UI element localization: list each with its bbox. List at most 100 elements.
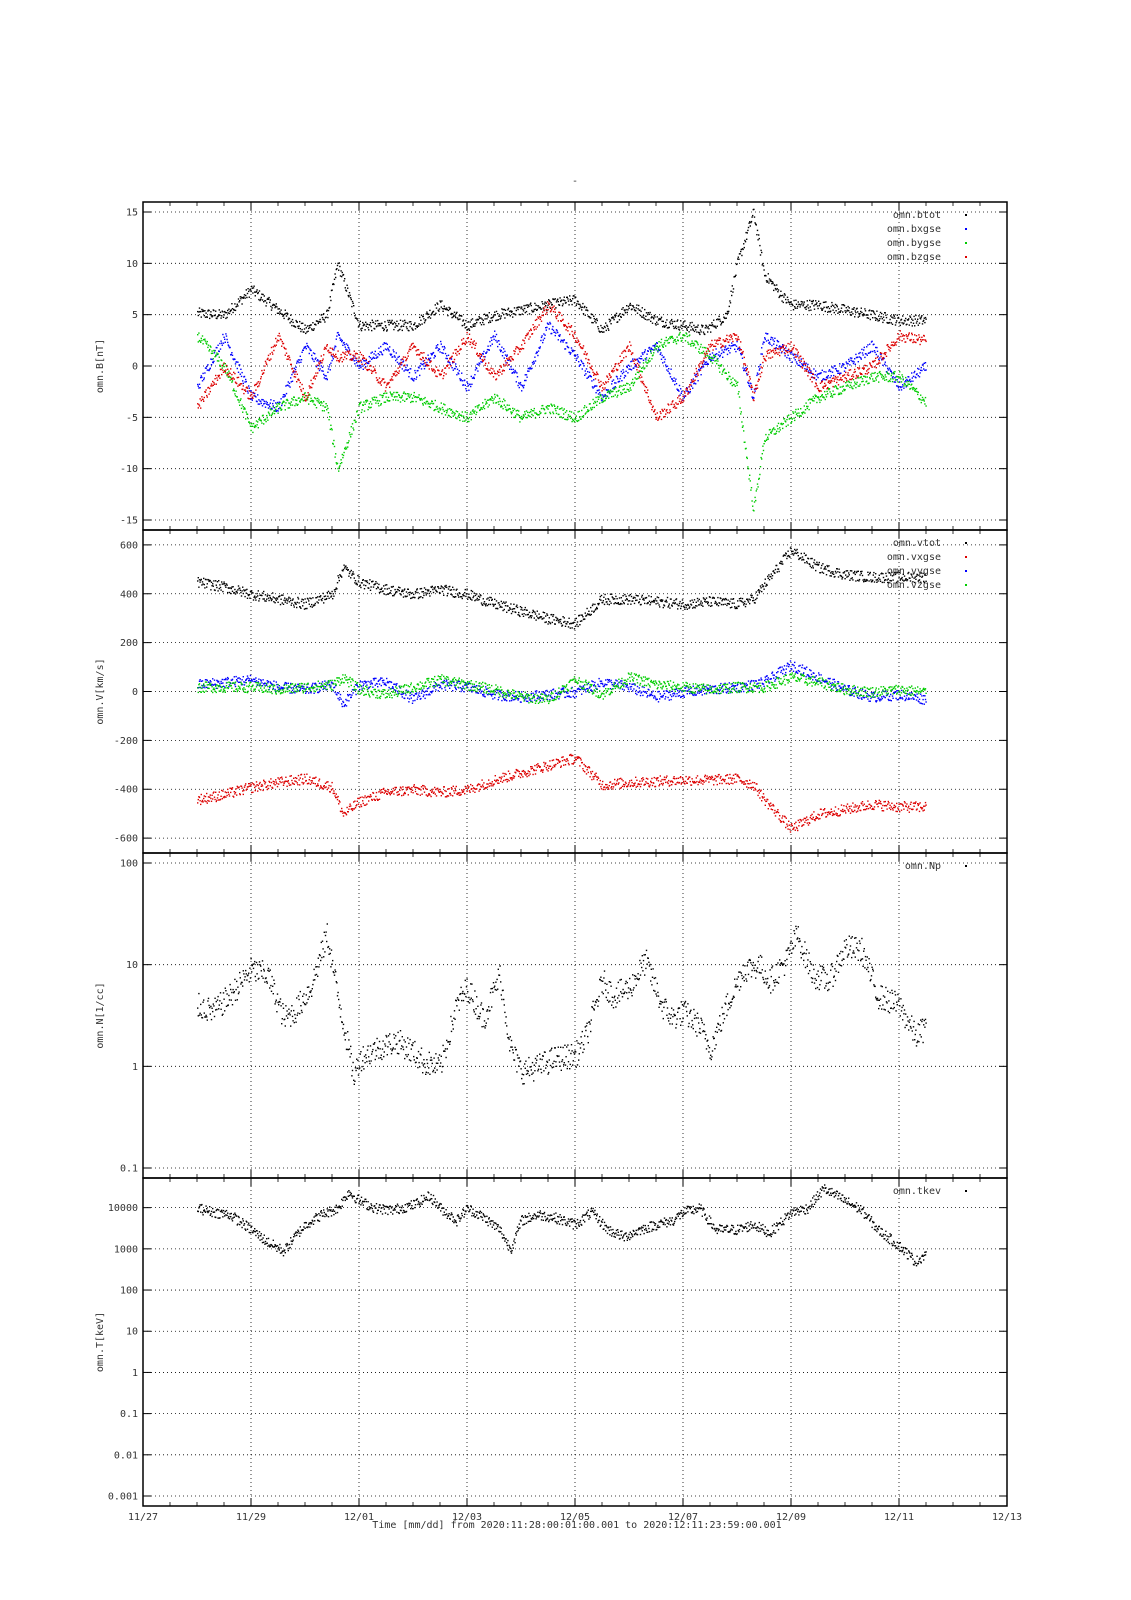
data-point xyxy=(465,342,468,344)
data-point xyxy=(819,382,822,384)
data-point xyxy=(602,396,604,398)
data-point xyxy=(301,351,303,353)
data-point xyxy=(344,346,346,348)
data-point xyxy=(450,356,453,358)
data-point xyxy=(444,414,447,416)
data-point xyxy=(783,352,786,354)
data-point xyxy=(879,318,881,320)
data-point xyxy=(745,447,747,450)
data-point xyxy=(701,366,703,368)
data-point xyxy=(351,423,354,425)
data-point xyxy=(858,377,860,379)
data-point xyxy=(693,344,696,346)
data-point xyxy=(202,309,204,311)
data-point xyxy=(280,339,282,341)
data-point xyxy=(602,382,604,384)
data-point xyxy=(405,369,408,371)
data-point xyxy=(322,370,324,372)
data-point xyxy=(797,408,799,410)
data-point xyxy=(476,353,478,355)
data-point xyxy=(281,340,283,343)
data-point xyxy=(239,300,241,302)
data-point xyxy=(541,301,543,303)
data-point xyxy=(791,351,793,353)
data-point xyxy=(690,385,693,387)
data-point xyxy=(864,364,866,367)
data-point xyxy=(891,373,893,375)
data-point xyxy=(725,345,727,347)
data-point xyxy=(550,302,552,304)
data-point xyxy=(738,391,740,393)
data-point xyxy=(387,383,389,385)
data-point xyxy=(762,361,764,364)
data-point xyxy=(885,376,887,378)
data-point xyxy=(578,365,580,367)
data-point xyxy=(267,297,269,300)
data-point xyxy=(758,234,760,236)
data-point xyxy=(809,299,811,302)
data-point xyxy=(274,409,276,412)
data-point xyxy=(687,343,690,345)
data-point xyxy=(822,387,825,389)
data-point xyxy=(419,316,421,319)
data-point xyxy=(200,316,202,318)
data-point xyxy=(336,462,339,464)
data-point xyxy=(743,356,745,359)
data-point xyxy=(358,367,360,369)
data-point xyxy=(623,388,625,390)
data-point xyxy=(836,378,838,381)
data-point xyxy=(657,419,659,421)
data-point xyxy=(320,404,322,406)
data-point xyxy=(561,339,564,342)
data-point xyxy=(355,359,357,362)
data-point xyxy=(501,355,504,357)
data-point xyxy=(848,374,850,377)
data-point xyxy=(894,377,896,379)
data-point xyxy=(341,275,343,278)
data-point xyxy=(725,340,727,342)
data-point xyxy=(544,306,546,308)
data-point xyxy=(729,339,731,341)
data-point xyxy=(672,325,675,328)
data-point xyxy=(915,390,917,392)
data-point xyxy=(577,411,579,413)
data-point xyxy=(461,415,463,417)
data-point xyxy=(652,316,654,319)
data-point xyxy=(483,323,485,326)
data-point xyxy=(608,390,610,393)
data-point xyxy=(341,462,343,464)
data-point xyxy=(387,396,390,399)
data-point xyxy=(901,340,903,342)
data-point xyxy=(386,329,388,331)
data-point xyxy=(335,345,337,348)
data-point xyxy=(261,369,263,372)
data-point xyxy=(197,314,199,317)
data-point xyxy=(728,335,730,337)
data-point xyxy=(689,390,691,393)
data-point xyxy=(425,403,427,405)
data-point xyxy=(551,332,553,335)
data-point xyxy=(836,304,838,307)
data-point xyxy=(537,350,540,352)
data-point xyxy=(710,359,712,361)
data-point xyxy=(243,294,246,296)
data-point xyxy=(587,410,589,413)
data-point xyxy=(224,371,226,373)
data-point xyxy=(862,380,864,382)
data-point xyxy=(801,413,804,415)
data-point xyxy=(351,305,353,308)
data-point xyxy=(201,396,203,398)
data-point xyxy=(721,349,723,351)
data-point xyxy=(631,381,633,384)
data-point xyxy=(278,403,280,405)
data-point xyxy=(791,361,793,363)
data-point xyxy=(440,306,442,308)
data-point xyxy=(498,397,501,400)
data-point xyxy=(321,410,324,412)
data-point xyxy=(555,301,558,303)
data-point xyxy=(627,383,629,385)
data-point xyxy=(878,362,880,364)
data-point xyxy=(318,402,321,404)
data-point xyxy=(205,342,207,344)
data-point xyxy=(803,301,805,303)
